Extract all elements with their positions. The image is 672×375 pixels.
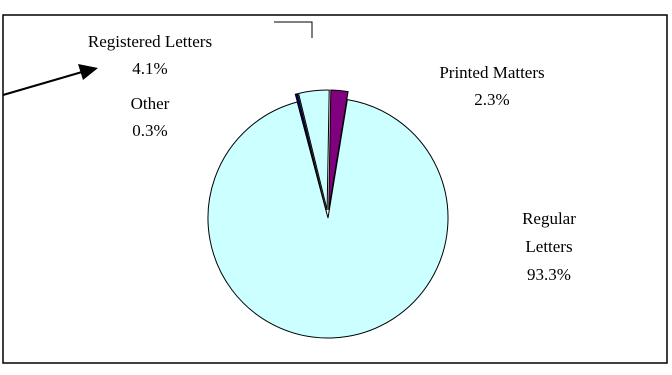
pie-slice-printed-matters bbox=[328, 89, 349, 211]
label-regular-letters: Regular Letters 93.3% bbox=[522, 209, 576, 284]
pie-slices bbox=[207, 89, 449, 339]
label-regular-letters-line1: Regular bbox=[522, 209, 576, 228]
label-printed-matters-name: Printed Matters bbox=[439, 63, 544, 82]
label-registered-letters-name: Registered Letters bbox=[88, 32, 212, 51]
label-other: Other 0.3% bbox=[131, 94, 170, 140]
label-registered-letters: Registered Letters 4.1% bbox=[88, 32, 212, 78]
pie-slice-registered-letters bbox=[297, 89, 330, 211]
label-regular-letters-value: 93.3% bbox=[527, 265, 571, 284]
connector-line bbox=[274, 21, 313, 38]
label-printed-matters: Printed Matters 2.3% bbox=[439, 63, 544, 109]
label-regular-letters-line2: Letters bbox=[525, 237, 572, 256]
leader-arrowhead bbox=[78, 64, 98, 80]
pie-slice-regular-letters bbox=[207, 98, 449, 339]
pie-slice-other bbox=[294, 93, 327, 211]
label-registered-letters-value: 4.1% bbox=[132, 59, 167, 78]
leader-line bbox=[2, 71, 83, 96]
label-other-name: Other bbox=[131, 94, 170, 113]
label-printed-matters-value: 2.3% bbox=[474, 90, 509, 109]
label-other-value: 0.3% bbox=[132, 121, 167, 140]
